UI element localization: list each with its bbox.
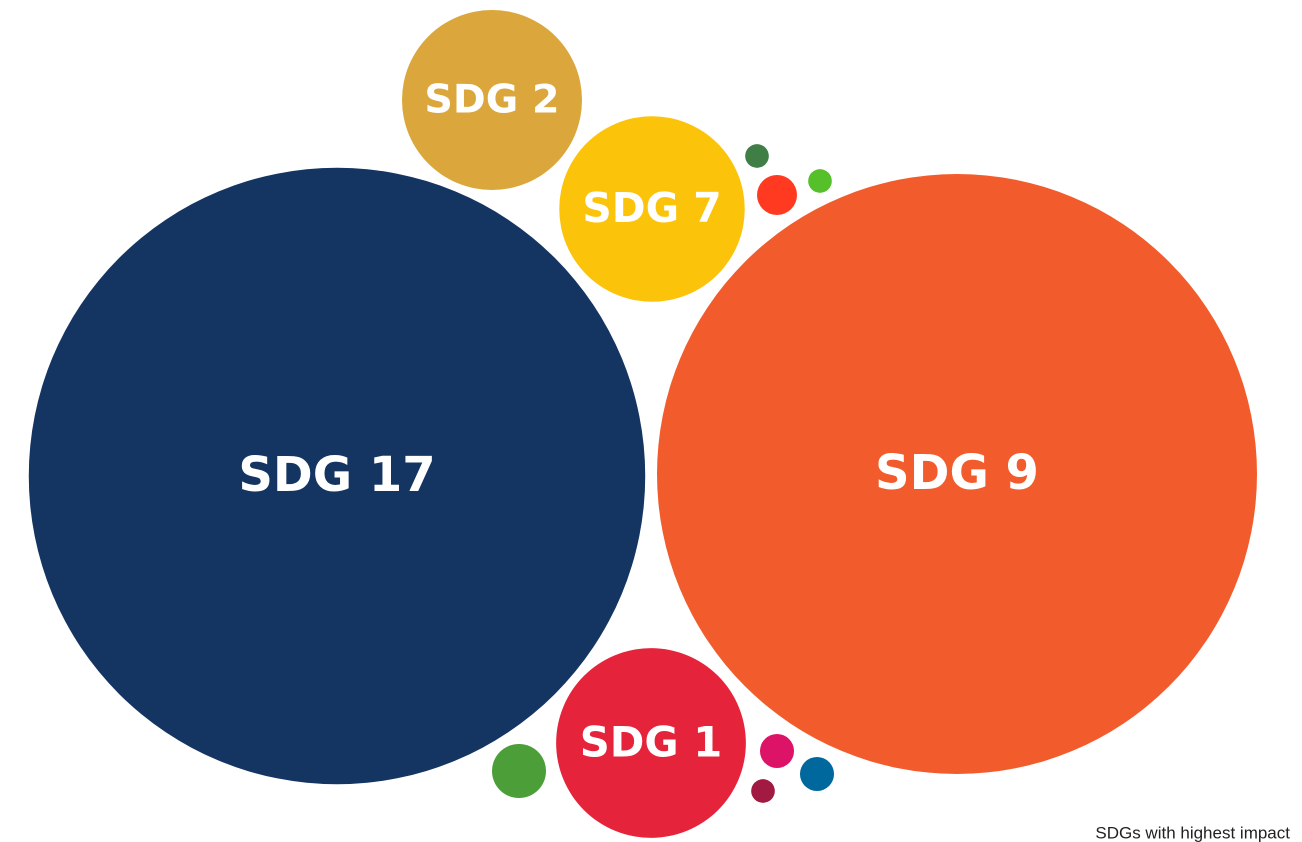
bubble-label: SDG 9 (875, 445, 1039, 501)
chart-caption: SDGs with highest impact (1095, 823, 1290, 842)
bubble (745, 144, 769, 168)
bubble (657, 174, 1257, 774)
bubble (757, 175, 797, 215)
bubble (751, 779, 775, 803)
bubble (759, 733, 795, 769)
bubble-label: SDG 2 (424, 77, 559, 123)
bubble (556, 648, 746, 838)
bubble (799, 756, 835, 792)
bubble (491, 743, 547, 799)
bubble (808, 169, 832, 193)
bubble (402, 10, 582, 190)
bubble-label: SDG 7 (582, 184, 721, 232)
bubble (28, 167, 646, 785)
bubble-label: SDG 17 (238, 447, 435, 503)
bubble-label: SDG 1 (580, 718, 723, 767)
bubble (559, 116, 745, 302)
